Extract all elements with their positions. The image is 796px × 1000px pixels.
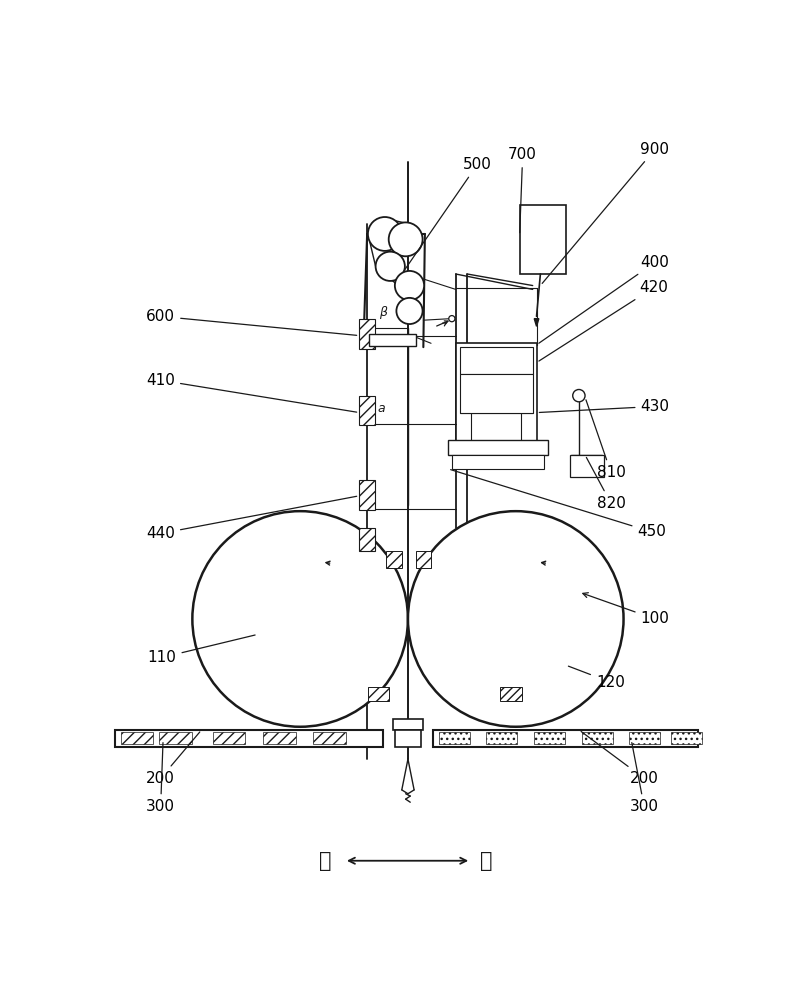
Text: 900: 900 <box>542 142 669 283</box>
Bar <box>582 732 613 744</box>
Bar <box>360 396 375 425</box>
Bar <box>432 730 698 747</box>
Text: 前: 前 <box>318 851 331 871</box>
Polygon shape <box>534 319 539 326</box>
Text: 420: 420 <box>539 280 668 361</box>
Circle shape <box>376 252 405 281</box>
Text: 410: 410 <box>146 373 357 412</box>
Bar <box>360 528 375 551</box>
Bar <box>395 730 421 747</box>
Bar <box>386 551 402 568</box>
Text: 600: 600 <box>146 309 357 335</box>
Text: 810: 810 <box>586 400 626 480</box>
Circle shape <box>368 217 402 251</box>
Bar <box>486 732 517 744</box>
Bar <box>360 480 375 510</box>
Text: 后: 后 <box>480 851 493 871</box>
Bar <box>501 687 522 701</box>
Text: 200: 200 <box>581 731 658 786</box>
Bar <box>392 719 423 730</box>
Bar <box>121 732 153 744</box>
Text: 500: 500 <box>404 157 492 272</box>
Text: 300: 300 <box>146 743 175 814</box>
Text: 430: 430 <box>540 399 669 414</box>
Bar <box>314 732 345 744</box>
Text: 110: 110 <box>148 635 255 665</box>
Circle shape <box>408 511 623 727</box>
Bar <box>448 440 548 455</box>
Bar <box>459 374 533 413</box>
Text: 200: 200 <box>146 732 200 786</box>
Bar <box>459 347 533 374</box>
Text: 450: 450 <box>451 470 666 539</box>
Text: 400: 400 <box>539 255 669 343</box>
Bar <box>115 730 384 747</box>
Text: 120: 120 <box>568 666 625 690</box>
Circle shape <box>449 316 455 322</box>
Circle shape <box>193 511 408 727</box>
Bar <box>455 343 537 443</box>
Text: 100: 100 <box>583 593 669 626</box>
Bar <box>360 319 375 349</box>
Text: 300: 300 <box>630 743 659 814</box>
Circle shape <box>573 389 585 402</box>
Bar <box>369 334 416 346</box>
Circle shape <box>388 222 423 256</box>
Bar <box>570 455 603 477</box>
Text: 820: 820 <box>587 457 626 511</box>
Bar <box>416 551 431 568</box>
Bar <box>213 732 245 744</box>
Bar <box>520 205 566 274</box>
Circle shape <box>396 298 423 324</box>
Bar <box>368 687 389 701</box>
Bar <box>534 732 565 744</box>
Bar <box>629 732 660 744</box>
Bar <box>159 732 192 744</box>
Text: 700: 700 <box>508 147 537 233</box>
Text: a: a <box>377 402 384 415</box>
Bar <box>452 455 544 469</box>
Bar <box>439 732 470 744</box>
Text: 440: 440 <box>146 496 357 541</box>
Bar <box>263 732 295 744</box>
Circle shape <box>395 271 424 300</box>
Bar <box>671 732 702 744</box>
Text: β: β <box>379 306 387 319</box>
